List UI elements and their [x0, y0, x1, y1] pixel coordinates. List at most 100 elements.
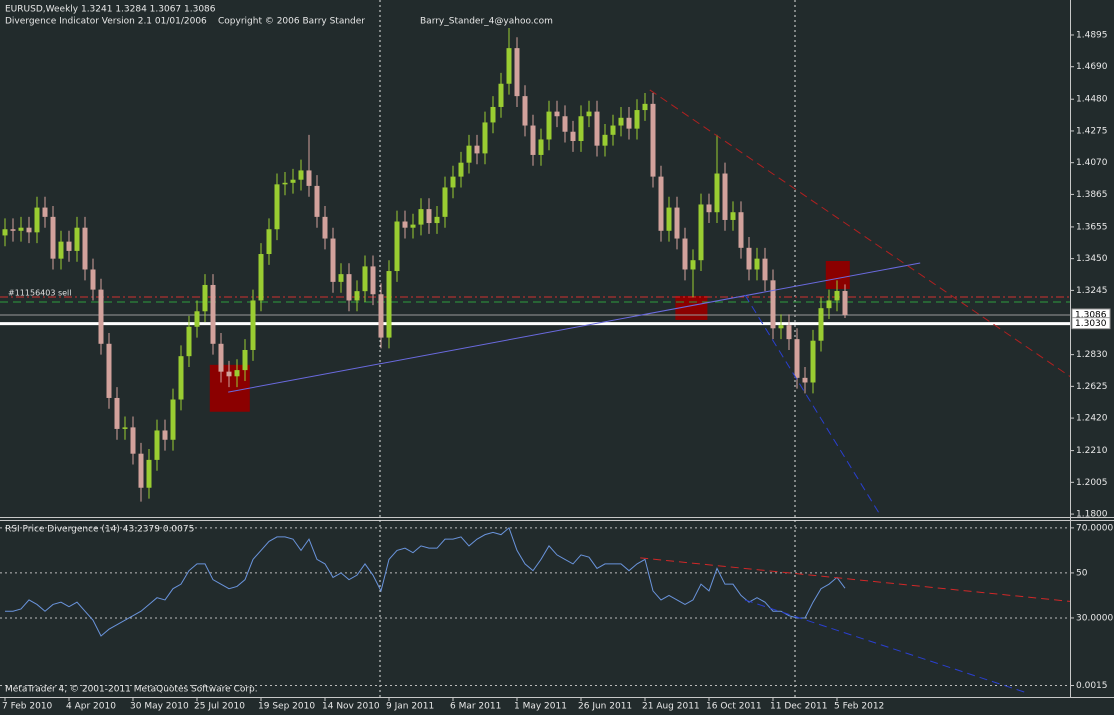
- x-tick-label: 6 Mar 2011: [450, 702, 501, 712]
- candle-body: [754, 258, 760, 270]
- y-tick-label: 1.2210: [1076, 446, 1108, 456]
- candle-body: [762, 258, 768, 281]
- candle-body: [434, 216, 440, 224]
- x-tick-label: 4 Apr 2010: [66, 702, 116, 712]
- symbol-line: EURUSD,Weekly 1.3241 1.3284 1.3067 1.308…: [5, 5, 216, 15]
- candle-body: [186, 326, 192, 357]
- y-tick-label: 1.4070: [1076, 158, 1108, 168]
- x-tick-label: 9 Jan 2011: [386, 702, 434, 712]
- x-tick-label: 16 Oct 2011: [706, 702, 762, 712]
- candle-body: [770, 280, 776, 329]
- candle-body: [562, 116, 568, 132]
- y-tick-label: 1.2005: [1076, 478, 1108, 488]
- candle-body: [330, 238, 336, 282]
- candle-body: [26, 227, 32, 233]
- x-tick-label: 26 Jun 2011: [578, 702, 632, 712]
- candle-body: [410, 224, 416, 228]
- candle-body: [10, 229, 16, 231]
- candle-body: [546, 111, 552, 140]
- candle-body: [810, 340, 816, 383]
- indicator-line: Divergence Indicator Version 2.1 01/01/2…: [5, 17, 207, 27]
- candle-body: [530, 125, 536, 155]
- candle-body: [146, 459, 152, 488]
- trendline: [744, 599, 1026, 693]
- level-label: #11156403 sell: [8, 289, 72, 298]
- candle-body: [818, 308, 824, 341]
- candle-body: [482, 122, 488, 154]
- candle-body: [114, 397, 120, 429]
- candle-body: [826, 300, 832, 309]
- x-tick-label: 14 Nov 2010: [322, 702, 380, 712]
- candle-body: [610, 125, 616, 135]
- candle-body: [690, 260, 696, 270]
- x-tick-label: 11 Dec 2011: [770, 702, 828, 712]
- email: Barry_Stander_4@yahoo.com: [420, 17, 553, 27]
- candle-body: [258, 254, 264, 301]
- y-tick-label: 30.0000: [1076, 613, 1113, 623]
- candle-body: [586, 111, 592, 117]
- candle-body: [282, 182, 288, 185]
- y-tick-label: 1.3655: [1076, 222, 1108, 232]
- candle-body: [506, 48, 512, 84]
- candle-body: [122, 427, 128, 429]
- rsi-title: RSI Price Divergence (14) 43.2379 0.0075: [5, 525, 194, 535]
- candle-body: [674, 207, 680, 239]
- y-tick-label: 1.3865: [1076, 190, 1108, 200]
- candle-body: [594, 111, 600, 146]
- candle-body: [194, 311, 200, 327]
- candle-body: [522, 96, 528, 126]
- candle-body: [210, 284, 216, 344]
- candle-body: [682, 238, 688, 270]
- candle-body: [834, 291, 840, 301]
- candle-body: [474, 145, 480, 154]
- candle-body: [402, 221, 408, 228]
- candle-body: [394, 221, 400, 272]
- candle-body: [58, 241, 64, 259]
- trendline: [228, 262, 921, 393]
- candle-body: [658, 176, 664, 231]
- candle-body: [514, 48, 520, 97]
- x-tick-label: 19 Sep 2010: [258, 702, 315, 712]
- x-tick-label: 25 Jul 2010: [194, 702, 245, 712]
- candle-body: [242, 349, 248, 371]
- y-tick-label: 1.4895: [1076, 30, 1108, 40]
- candle-body: [34, 207, 40, 233]
- candle-body: [730, 212, 736, 220]
- candle-body: [362, 266, 368, 292]
- candle-body: [626, 117, 632, 129]
- candle-body: [714, 173, 720, 213]
- candle-body: [842, 291, 848, 315]
- candle-body: [794, 339, 800, 378]
- y-tick-label: 1.4690: [1076, 62, 1108, 72]
- candle-body: [746, 247, 752, 270]
- candle-body: [642, 103, 648, 111]
- y-tick-label: 1.3245: [1076, 286, 1108, 296]
- candle-body: [2, 229, 8, 236]
- candle-body: [370, 266, 376, 295]
- y-tick-label: 1.2420: [1076, 414, 1108, 424]
- candle-body: [138, 453, 144, 488]
- candle-body: [90, 269, 96, 290]
- candle-body: [466, 145, 472, 163]
- candle-body: [618, 117, 624, 126]
- y-tick-label: 0.0015: [1076, 681, 1108, 691]
- rsi-line: [5, 527, 846, 637]
- footer: MetaTrader 4, © 2001-2011 MetaQuotes Sof…: [5, 685, 258, 695]
- candle-body: [18, 227, 24, 231]
- candle-body: [274, 184, 280, 230]
- candle-body: [42, 207, 48, 217]
- candle-body: [650, 103, 656, 177]
- candle-body: [202, 284, 208, 312]
- candle-body: [298, 170, 304, 180]
- candle-body: [666, 207, 672, 231]
- candle-body: [554, 111, 560, 117]
- candle-body: [778, 325, 784, 329]
- candle-body: [50, 216, 56, 259]
- candle-body: [314, 185, 320, 217]
- candle-body: [106, 343, 112, 398]
- candle-body: [266, 229, 272, 255]
- candle-body: [426, 209, 432, 224]
- candle-body: [498, 83, 504, 107]
- candle-body: [346, 274, 352, 301]
- y-tick-label: 50: [1076, 568, 1088, 578]
